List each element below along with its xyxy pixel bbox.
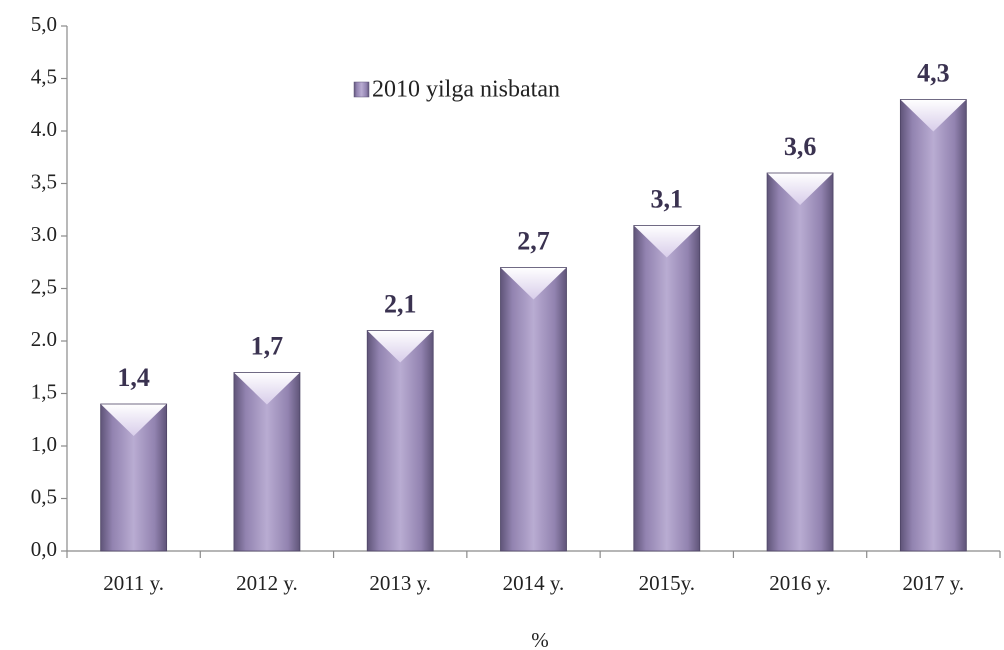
bar — [633, 225, 700, 551]
x-tick-label: 2015y. — [639, 571, 695, 595]
bar-edge — [100, 403, 168, 552]
data-label: 1,7 — [251, 331, 284, 360]
bar-edge — [766, 172, 834, 552]
y-tick-label: 4.0 — [31, 117, 57, 141]
y-tick-label: 4,5 — [31, 64, 57, 88]
x-tick-label: 2016 y. — [769, 571, 831, 595]
x-tick-label: 2017 y. — [903, 571, 965, 595]
bar-edge — [233, 372, 301, 552]
bar — [500, 267, 567, 551]
y-tick-label: 2,5 — [31, 274, 57, 298]
bar — [367, 330, 434, 551]
legend-label: 2010 yilga nisbatan — [372, 77, 560, 103]
legend: 2010 yilga nisbatan — [353, 77, 560, 103]
y-tick-label: 1,0 — [31, 432, 57, 456]
y-tick-label: 5,0 — [31, 12, 57, 36]
y-tick-label: 3,5 — [31, 169, 57, 193]
y-tick-label: 3.0 — [31, 222, 57, 246]
data-label: 4,3 — [917, 58, 950, 87]
x-tick-label: 2013 y. — [369, 571, 431, 595]
bar-highlight — [633, 225, 700, 258]
x-tick-label: 2014 y. — [503, 571, 565, 595]
data-label: 1,4 — [117, 363, 150, 392]
x-tick-label: 2012 y. — [236, 571, 298, 595]
bar-edge — [633, 225, 701, 552]
y-tick-label: 0,0 — [31, 537, 57, 561]
bar-edge — [500, 267, 567, 552]
bar-highlight — [900, 99, 967, 132]
bar-highlight — [233, 372, 300, 405]
x-tick-label: 2011 y. — [103, 571, 164, 595]
y-tick-label: 0,5 — [31, 484, 57, 508]
data-label: 2,7 — [517, 226, 550, 255]
bar — [767, 173, 834, 551]
y-tick-label: 1,5 — [31, 379, 57, 403]
bar-highlight — [767, 173, 834, 205]
bar-highlight — [367, 330, 434, 363]
bar-highlight — [500, 267, 567, 300]
data-label: 2,1 — [384, 289, 417, 318]
bar-highlight — [100, 404, 167, 436]
data-label: 3,6 — [784, 132, 817, 161]
bar-edge — [366, 330, 434, 552]
bar — [900, 99, 967, 551]
x-axis-label: % — [531, 628, 549, 650]
y-tick-label: 2.0 — [31, 327, 57, 351]
data-label: 3,1 — [651, 184, 684, 213]
bar-edge — [899, 99, 967, 552]
legend-swatch — [353, 81, 370, 98]
